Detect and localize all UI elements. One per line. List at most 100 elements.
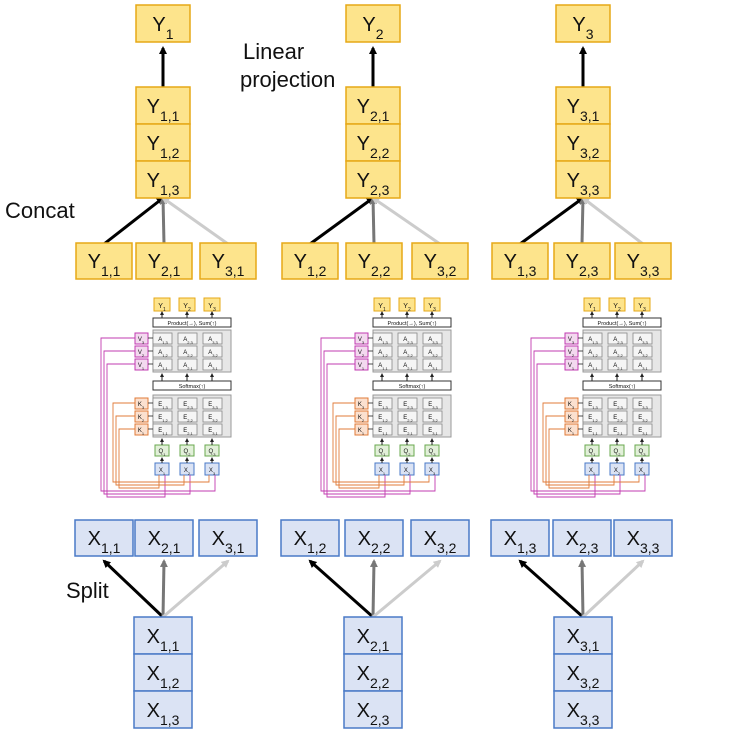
mini-E2-3-label: E2,3 [183, 402, 193, 410]
mini-K2-label: K2 [358, 415, 365, 423]
mini-key-wire-2 [338, 428, 380, 489]
mini-softmax-label: Softmax(↑) [609, 384, 636, 390]
mini-E2-2-cell [397, 410, 418, 423]
mini-A2-2-label: A2,2 [183, 350, 193, 358]
input-x1-1-label: X1,1 [147, 626, 180, 654]
mini-A3-1-label: A3,1 [638, 363, 648, 371]
mini-A3-3-cell [632, 332, 653, 345]
mini-value-wire-2 [536, 363, 596, 498]
split-x2-3-box [552, 519, 612, 557]
mini-A2-1-cell [607, 358, 628, 371]
mini-value-wire-2 [106, 363, 166, 498]
mini-key-wire-1 [115, 415, 185, 486]
mini-E1-1-cell [582, 423, 603, 436]
mini-E2-1-cell [607, 423, 628, 436]
mini-K3-label: K3 [568, 402, 575, 410]
mini-E3-2-label: E3,2 [208, 415, 218, 423]
input-x3-2-box [553, 653, 613, 692]
split-x2-2-box [344, 519, 404, 557]
mini-Q1-label: Q1 [379, 449, 387, 457]
mini-V2-box [354, 345, 369, 358]
mini-E3-2-label: E3,2 [638, 415, 648, 423]
mini-A1-1-cell [152, 358, 173, 371]
mini-product-bar [372, 317, 452, 328]
split-arrow-1-3 [518, 559, 584, 619]
stack-y2-1-box [345, 86, 401, 125]
mini-A1-3-cell [582, 332, 603, 345]
mini-A3-1-label: A3,1 [428, 363, 438, 371]
mini-product-label: Product(→), Sum(↑) [388, 321, 437, 327]
mini-key-wire-2 [118, 428, 160, 489]
split-x1-2-label: X1,2 [294, 528, 327, 556]
mini-K1-label: K1 [568, 428, 575, 436]
mini-A3-3-cell [202, 332, 223, 345]
mini-A1-1-cell [372, 358, 393, 371]
stack-y2-2-box [345, 123, 401, 162]
mini-A1-2-label: A1,2 [588, 350, 598, 358]
mini-product-label: Product(→), Sum(↑) [168, 321, 217, 327]
mini-E3-1-cell [632, 423, 653, 436]
mini-key-wire-1 [545, 415, 615, 486]
mini-Q2-label: Q2 [404, 449, 412, 457]
mini-E3-1-label: E3,1 [638, 428, 648, 436]
mini-X3-label: X3 [429, 468, 436, 476]
stack-y3-3-label: Y3,3 [567, 170, 600, 198]
concat-y2-3-box [553, 242, 611, 280]
linear-projection-line1: Linear [243, 39, 305, 64]
split-x3-1-box [198, 519, 258, 557]
mini-A2-3-cell [397, 332, 418, 345]
mini-A2-3-cell [177, 332, 198, 345]
mini-V1-box [564, 358, 579, 371]
mini-top-Y1-label: Y1 [378, 303, 386, 313]
split-x3-3-box [613, 519, 673, 557]
mini-K2-box [354, 410, 369, 423]
stack-y3-2-label: Y3,2 [567, 133, 600, 161]
mini-A3-3-label: A3,3 [638, 337, 648, 345]
split-x3-2-label: X3,2 [424, 528, 457, 556]
mini-value-wire-1 [533, 350, 621, 495]
mini-top-Y1-label: Y1 [588, 303, 596, 313]
mini-A2-1-cell [177, 358, 198, 371]
input-x2-2-box [343, 653, 403, 692]
concat-y1-3-box [491, 242, 549, 280]
split-arrow-2-2 [369, 559, 378, 618]
mini-A2-3-label: A2,3 [403, 337, 413, 345]
input-x2-3-box [343, 690, 403, 729]
mini-V1-box [354, 358, 369, 371]
input-x1-3-label: X1,3 [147, 700, 180, 728]
mini-X1-label: X1 [379, 468, 386, 476]
mini-E2-2-label: E2,2 [403, 415, 413, 423]
split-arrow-1-1 [102, 559, 165, 619]
stack-y2-2-label: Y2,2 [357, 133, 390, 161]
mini-E3-2-cell [202, 410, 223, 423]
mini-A2-1-label: A2,1 [403, 363, 413, 371]
split-x1-3-box [490, 519, 550, 557]
mini-A2-3-label: A2,3 [183, 337, 193, 345]
mini-X2-label: X2 [184, 468, 191, 476]
mini-A2-1-label: A2,1 [183, 363, 193, 371]
mini-A1-3-cell [372, 332, 393, 345]
mini-A2-3-cell [607, 332, 628, 345]
mini-key-wire-1 [335, 415, 405, 486]
concat-y1-2-box [281, 242, 339, 280]
mini-X2-label: X2 [614, 468, 621, 476]
stack-y3-2-box [555, 123, 611, 162]
concat-y3-2-box [411, 242, 469, 280]
mini-A1-2-cell [152, 345, 173, 358]
concat-y1-1-box [75, 242, 133, 280]
mini-key-wire-0 [332, 402, 430, 483]
mini-X1-label: X1 [159, 468, 166, 476]
mini-top-Y2-label: Y2 [403, 303, 411, 313]
mini-E3-2-cell [632, 410, 653, 423]
mini-E1-3-cell [372, 397, 393, 410]
mini-A3-2-cell [632, 345, 653, 358]
mini-A1-1-label: A1,1 [588, 363, 598, 371]
concat-y3-1-box [199, 242, 257, 280]
split-x2-2-label: X2,2 [358, 528, 391, 556]
mini-softmax-bar [372, 380, 452, 391]
attention-block-2: Y1 Y2 Y3 Product(→), Sum(↑) A1,3 A2,3 A3,3 A1,2… [320, 297, 452, 498]
concat-y1-3-label: Y1,3 [504, 251, 537, 279]
split-arrow-3-1 [162, 559, 230, 619]
split-arrow-3-2 [372, 559, 442, 619]
concat-arrow-3-2 [371, 196, 441, 246]
